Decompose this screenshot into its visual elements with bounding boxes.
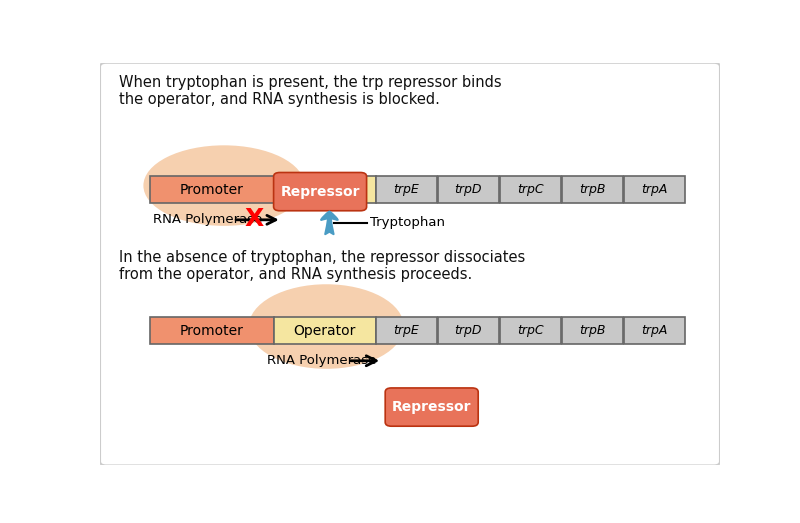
Text: trpA: trpA (641, 324, 667, 337)
FancyBboxPatch shape (274, 173, 366, 211)
Text: trpD: trpD (454, 324, 482, 337)
FancyBboxPatch shape (624, 176, 685, 203)
FancyBboxPatch shape (150, 317, 274, 344)
FancyBboxPatch shape (438, 176, 498, 203)
FancyBboxPatch shape (274, 317, 376, 344)
Text: Promoter: Promoter (180, 324, 243, 337)
Text: Tryptophan: Tryptophan (370, 217, 445, 230)
Text: trpB: trpB (579, 183, 606, 196)
Text: Operator: Operator (294, 324, 356, 337)
Text: Repressor: Repressor (392, 400, 471, 414)
Text: Promoter: Promoter (180, 183, 243, 197)
FancyBboxPatch shape (500, 176, 561, 203)
FancyBboxPatch shape (376, 176, 437, 203)
Text: RNA Polymerase: RNA Polymerase (153, 213, 262, 226)
Text: Repressor: Repressor (280, 185, 360, 199)
FancyBboxPatch shape (562, 176, 622, 203)
FancyBboxPatch shape (386, 388, 478, 426)
Ellipse shape (249, 285, 404, 369)
Text: In the absence of tryptophan, the repressor dissociates
from the operator, and R: In the absence of tryptophan, the repres… (118, 250, 525, 282)
Text: trpE: trpE (394, 324, 419, 337)
Text: trpD: trpD (454, 183, 482, 196)
FancyBboxPatch shape (438, 317, 498, 344)
Text: trpA: trpA (641, 183, 667, 196)
FancyBboxPatch shape (274, 176, 376, 203)
Text: Operator: Operator (294, 183, 356, 197)
FancyBboxPatch shape (100, 63, 720, 465)
Text: trpC: trpC (517, 183, 543, 196)
FancyBboxPatch shape (500, 317, 561, 344)
FancyBboxPatch shape (150, 176, 274, 203)
Text: RNA Polymerase: RNA Polymerase (267, 354, 377, 367)
FancyBboxPatch shape (624, 317, 685, 344)
Text: X: X (245, 207, 264, 231)
Text: trpB: trpB (579, 324, 606, 337)
Text: When tryptophan is present, the trp repressor binds
the operator, and RNA synthe: When tryptophan is present, the trp repr… (118, 75, 502, 107)
Text: trpE: trpE (394, 183, 419, 196)
FancyBboxPatch shape (562, 317, 622, 344)
FancyBboxPatch shape (376, 317, 437, 344)
Ellipse shape (143, 145, 305, 226)
Text: trpC: trpC (517, 324, 543, 337)
